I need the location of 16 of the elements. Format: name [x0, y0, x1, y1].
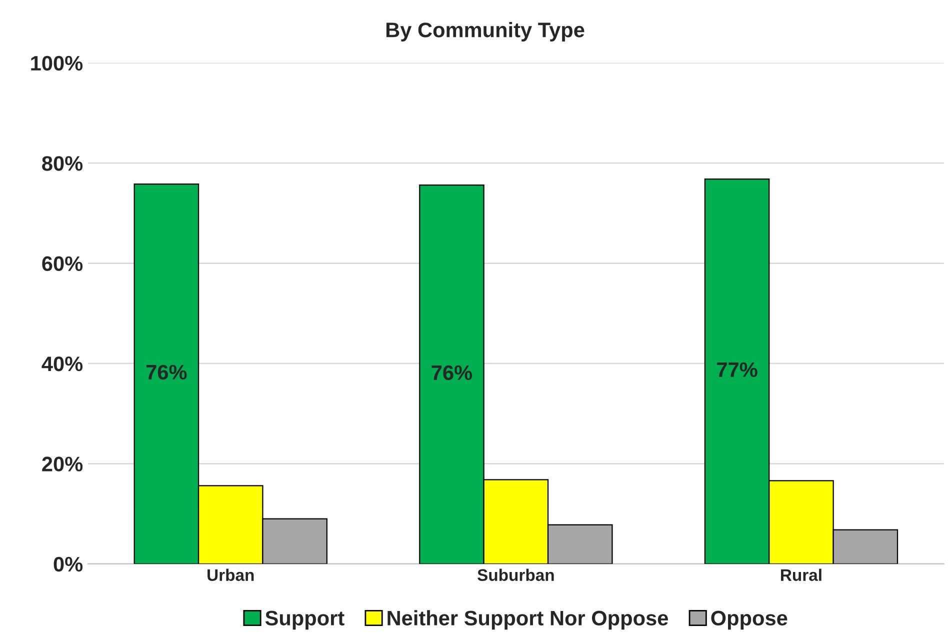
x-tick-label: Rural	[781, 568, 822, 581]
y-tick-label: 0%	[54, 556, 83, 572]
y-tick-label: 60%	[42, 256, 83, 272]
data-label: 76%	[146, 364, 187, 380]
x-tick-label: Suburban	[478, 568, 554, 581]
chart-title: By Community Type	[386, 22, 584, 42]
y-tick-label: 20%	[42, 456, 83, 472]
legend-label: Neither Support Nor Oppose	[388, 610, 668, 630]
y-tick-label: 80%	[42, 156, 83, 171]
y-tick-label: 100%	[31, 56, 83, 71]
x-tick-label: Urban	[208, 568, 254, 581]
legend-label: Oppose	[711, 610, 788, 630]
y-tick-label: 40%	[42, 356, 83, 372]
data-label: 77%	[717, 362, 758, 378]
legend-label: Support	[265, 610, 344, 630]
data-label: 76%	[432, 365, 472, 380]
